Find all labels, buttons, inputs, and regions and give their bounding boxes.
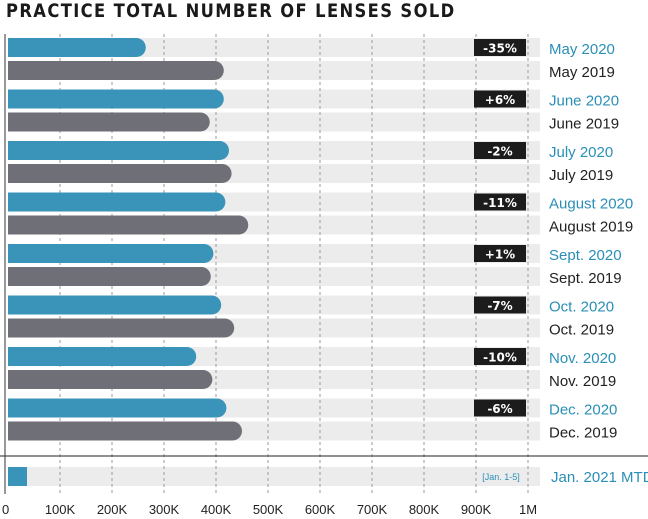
bar-current: [8, 295, 222, 315]
change-badge: [474, 90, 526, 108]
label-current: August 2020: [549, 196, 633, 213]
label-current: Oct. 2020: [549, 299, 614, 316]
track-mtd: [8, 467, 540, 486]
bar-prior-cap: [8, 164, 27, 183]
x-tick-label: 600K: [305, 502, 336, 517]
bar-mtd-cap: [8, 467, 27, 486]
bar-current: [8, 347, 197, 366]
change-badge-text: -11%: [483, 196, 517, 210]
bar-prior-cap: [8, 61, 27, 80]
label-current: May 2020: [549, 41, 615, 58]
change-badge: [474, 296, 526, 314]
label-prior: May 2019: [549, 64, 615, 81]
bar-current: [8, 244, 214, 263]
change-badge: [474, 142, 526, 159]
x-tick-label: 1M: [519, 502, 537, 517]
change-badge-text: -7%: [487, 299, 512, 313]
x-tick-label: 200K: [97, 502, 128, 517]
bar-current: [8, 192, 226, 212]
bar-prior: [8, 164, 232, 183]
bar-prior: [8, 112, 210, 132]
bar-current: [8, 89, 224, 109]
change-badge-text: +6%: [485, 93, 515, 107]
label-prior: Sept. 2019: [549, 270, 622, 287]
x-tick-label: 700K: [357, 502, 388, 517]
x-tick-label: 300K: [149, 502, 180, 517]
label-prior: June 2019: [549, 116, 619, 133]
x-tick-label: 900K: [461, 502, 492, 517]
change-badge-text: -2%: [487, 145, 512, 159]
bar-current-cap: [8, 89, 27, 109]
label-prior: Dec. 2019: [549, 425, 617, 442]
bar-prior: [8, 318, 235, 338]
bar-current: [8, 398, 227, 418]
bar-current-cap: [8, 38, 27, 57]
x-tick-label: 400K: [201, 502, 232, 517]
label-current: Sept. 2020: [549, 247, 622, 264]
change-badge: [474, 39, 526, 56]
bar-current-cap: [8, 244, 27, 263]
x-tick-label: 500K: [253, 502, 284, 517]
change-badge-text: +1%: [485, 248, 515, 262]
bar-prior: [8, 421, 242, 441]
label-prior: July 2019: [549, 167, 613, 184]
chart-title: PRACTICE TOTAL NUMBER OF LENSES SOLD: [6, 0, 456, 22]
bar-current-cap: [8, 192, 27, 212]
label-current: July 2020: [549, 144, 613, 161]
label-mtd: Jan. 2021 MTD: [551, 469, 648, 486]
label-prior: Nov. 2019: [549, 373, 616, 390]
bar-prior-cap: [8, 370, 27, 389]
change-badge-text: -35%: [483, 42, 517, 56]
label-current: Nov. 2020: [549, 350, 616, 367]
bar-prior-cap: [8, 112, 27, 132]
label-prior: Oct. 2019: [549, 322, 614, 339]
change-badge: [474, 399, 526, 417]
bar-current-cap: [8, 141, 27, 160]
bar-current: [8, 38, 146, 57]
change-badge: [474, 245, 526, 262]
label-current: Dec. 2020: [549, 402, 617, 419]
x-tick-label: 100K: [45, 502, 76, 517]
bar-current: [8, 141, 229, 160]
x-tick-label: 0: [2, 502, 9, 517]
mtd-note: [Jan. 1-5]: [482, 472, 520, 482]
change-badge: [474, 193, 526, 211]
bar-prior: [8, 61, 224, 80]
bar-prior-cap: [8, 318, 27, 338]
bar-prior: [8, 267, 211, 286]
change-badge-text: -10%: [483, 351, 517, 365]
bar-current-cap: [8, 347, 27, 366]
x-tick-label: 800K: [409, 502, 440, 517]
label-current: June 2020: [549, 93, 619, 110]
change-badge: [474, 348, 526, 365]
bar-prior: [8, 370, 213, 389]
change-badge-text: -6%: [487, 402, 512, 416]
bar-prior: [8, 215, 249, 235]
bar-prior-cap: [8, 215, 27, 235]
bar-current-cap: [8, 295, 27, 315]
bar-current-cap: [8, 398, 27, 418]
bar-prior-cap: [8, 421, 27, 441]
label-prior: August 2019: [549, 219, 633, 236]
bar-prior-cap: [8, 267, 27, 286]
